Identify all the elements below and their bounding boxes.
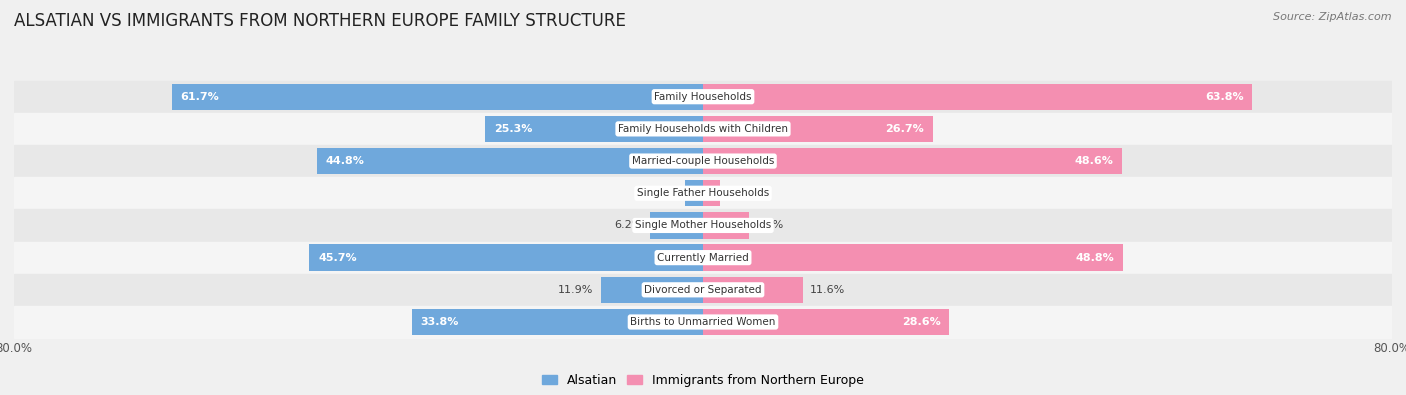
Bar bbox=[172, 83, 703, 110]
Bar bbox=[14, 81, 1392, 113]
Text: 45.7%: 45.7% bbox=[318, 253, 357, 263]
Bar bbox=[703, 116, 934, 142]
Text: Married-couple Households: Married-couple Households bbox=[631, 156, 775, 166]
Bar bbox=[703, 276, 803, 303]
Bar bbox=[14, 177, 1392, 209]
Bar bbox=[412, 309, 703, 335]
Text: Family Households: Family Households bbox=[654, 92, 752, 102]
Bar bbox=[485, 116, 703, 142]
Bar bbox=[650, 212, 703, 239]
Text: Births to Unmarried Women: Births to Unmarried Women bbox=[630, 317, 776, 327]
Text: 6.2%: 6.2% bbox=[614, 220, 643, 230]
Text: 26.7%: 26.7% bbox=[886, 124, 924, 134]
Text: 61.7%: 61.7% bbox=[180, 92, 219, 102]
Bar bbox=[703, 83, 1253, 110]
Text: 28.6%: 28.6% bbox=[901, 317, 941, 327]
Bar bbox=[14, 209, 1392, 241]
Text: 48.6%: 48.6% bbox=[1074, 156, 1114, 166]
Text: 25.3%: 25.3% bbox=[494, 124, 531, 134]
Bar bbox=[14, 113, 1392, 145]
Text: Family Households with Children: Family Households with Children bbox=[619, 124, 787, 134]
Text: 2.0%: 2.0% bbox=[727, 188, 755, 198]
Text: Divorced or Separated: Divorced or Separated bbox=[644, 285, 762, 295]
Bar bbox=[703, 309, 949, 335]
Text: Single Father Households: Single Father Households bbox=[637, 188, 769, 198]
Bar bbox=[309, 245, 703, 271]
Text: 63.8%: 63.8% bbox=[1205, 92, 1244, 102]
Bar bbox=[14, 241, 1392, 274]
Bar bbox=[14, 145, 1392, 177]
Text: 11.9%: 11.9% bbox=[558, 285, 593, 295]
Text: Currently Married: Currently Married bbox=[657, 253, 749, 263]
Bar bbox=[685, 180, 703, 207]
Bar bbox=[703, 148, 1122, 174]
Bar bbox=[703, 180, 720, 207]
Bar bbox=[14, 306, 1392, 338]
Text: 33.8%: 33.8% bbox=[420, 317, 458, 327]
Text: 11.6%: 11.6% bbox=[810, 285, 845, 295]
Text: Source: ZipAtlas.com: Source: ZipAtlas.com bbox=[1274, 12, 1392, 22]
Bar bbox=[703, 212, 748, 239]
Legend: Alsatian, Immigrants from Northern Europe: Alsatian, Immigrants from Northern Europ… bbox=[538, 370, 868, 391]
Bar bbox=[14, 274, 1392, 306]
Bar bbox=[600, 276, 703, 303]
Text: Single Mother Households: Single Mother Households bbox=[636, 220, 770, 230]
Text: 48.8%: 48.8% bbox=[1076, 253, 1115, 263]
Text: 2.1%: 2.1% bbox=[650, 188, 678, 198]
Text: 44.8%: 44.8% bbox=[326, 156, 364, 166]
Bar bbox=[318, 148, 703, 174]
Text: ALSATIAN VS IMMIGRANTS FROM NORTHERN EUROPE FAMILY STRUCTURE: ALSATIAN VS IMMIGRANTS FROM NORTHERN EUR… bbox=[14, 12, 626, 30]
Text: 5.3%: 5.3% bbox=[755, 220, 783, 230]
Bar bbox=[703, 245, 1123, 271]
